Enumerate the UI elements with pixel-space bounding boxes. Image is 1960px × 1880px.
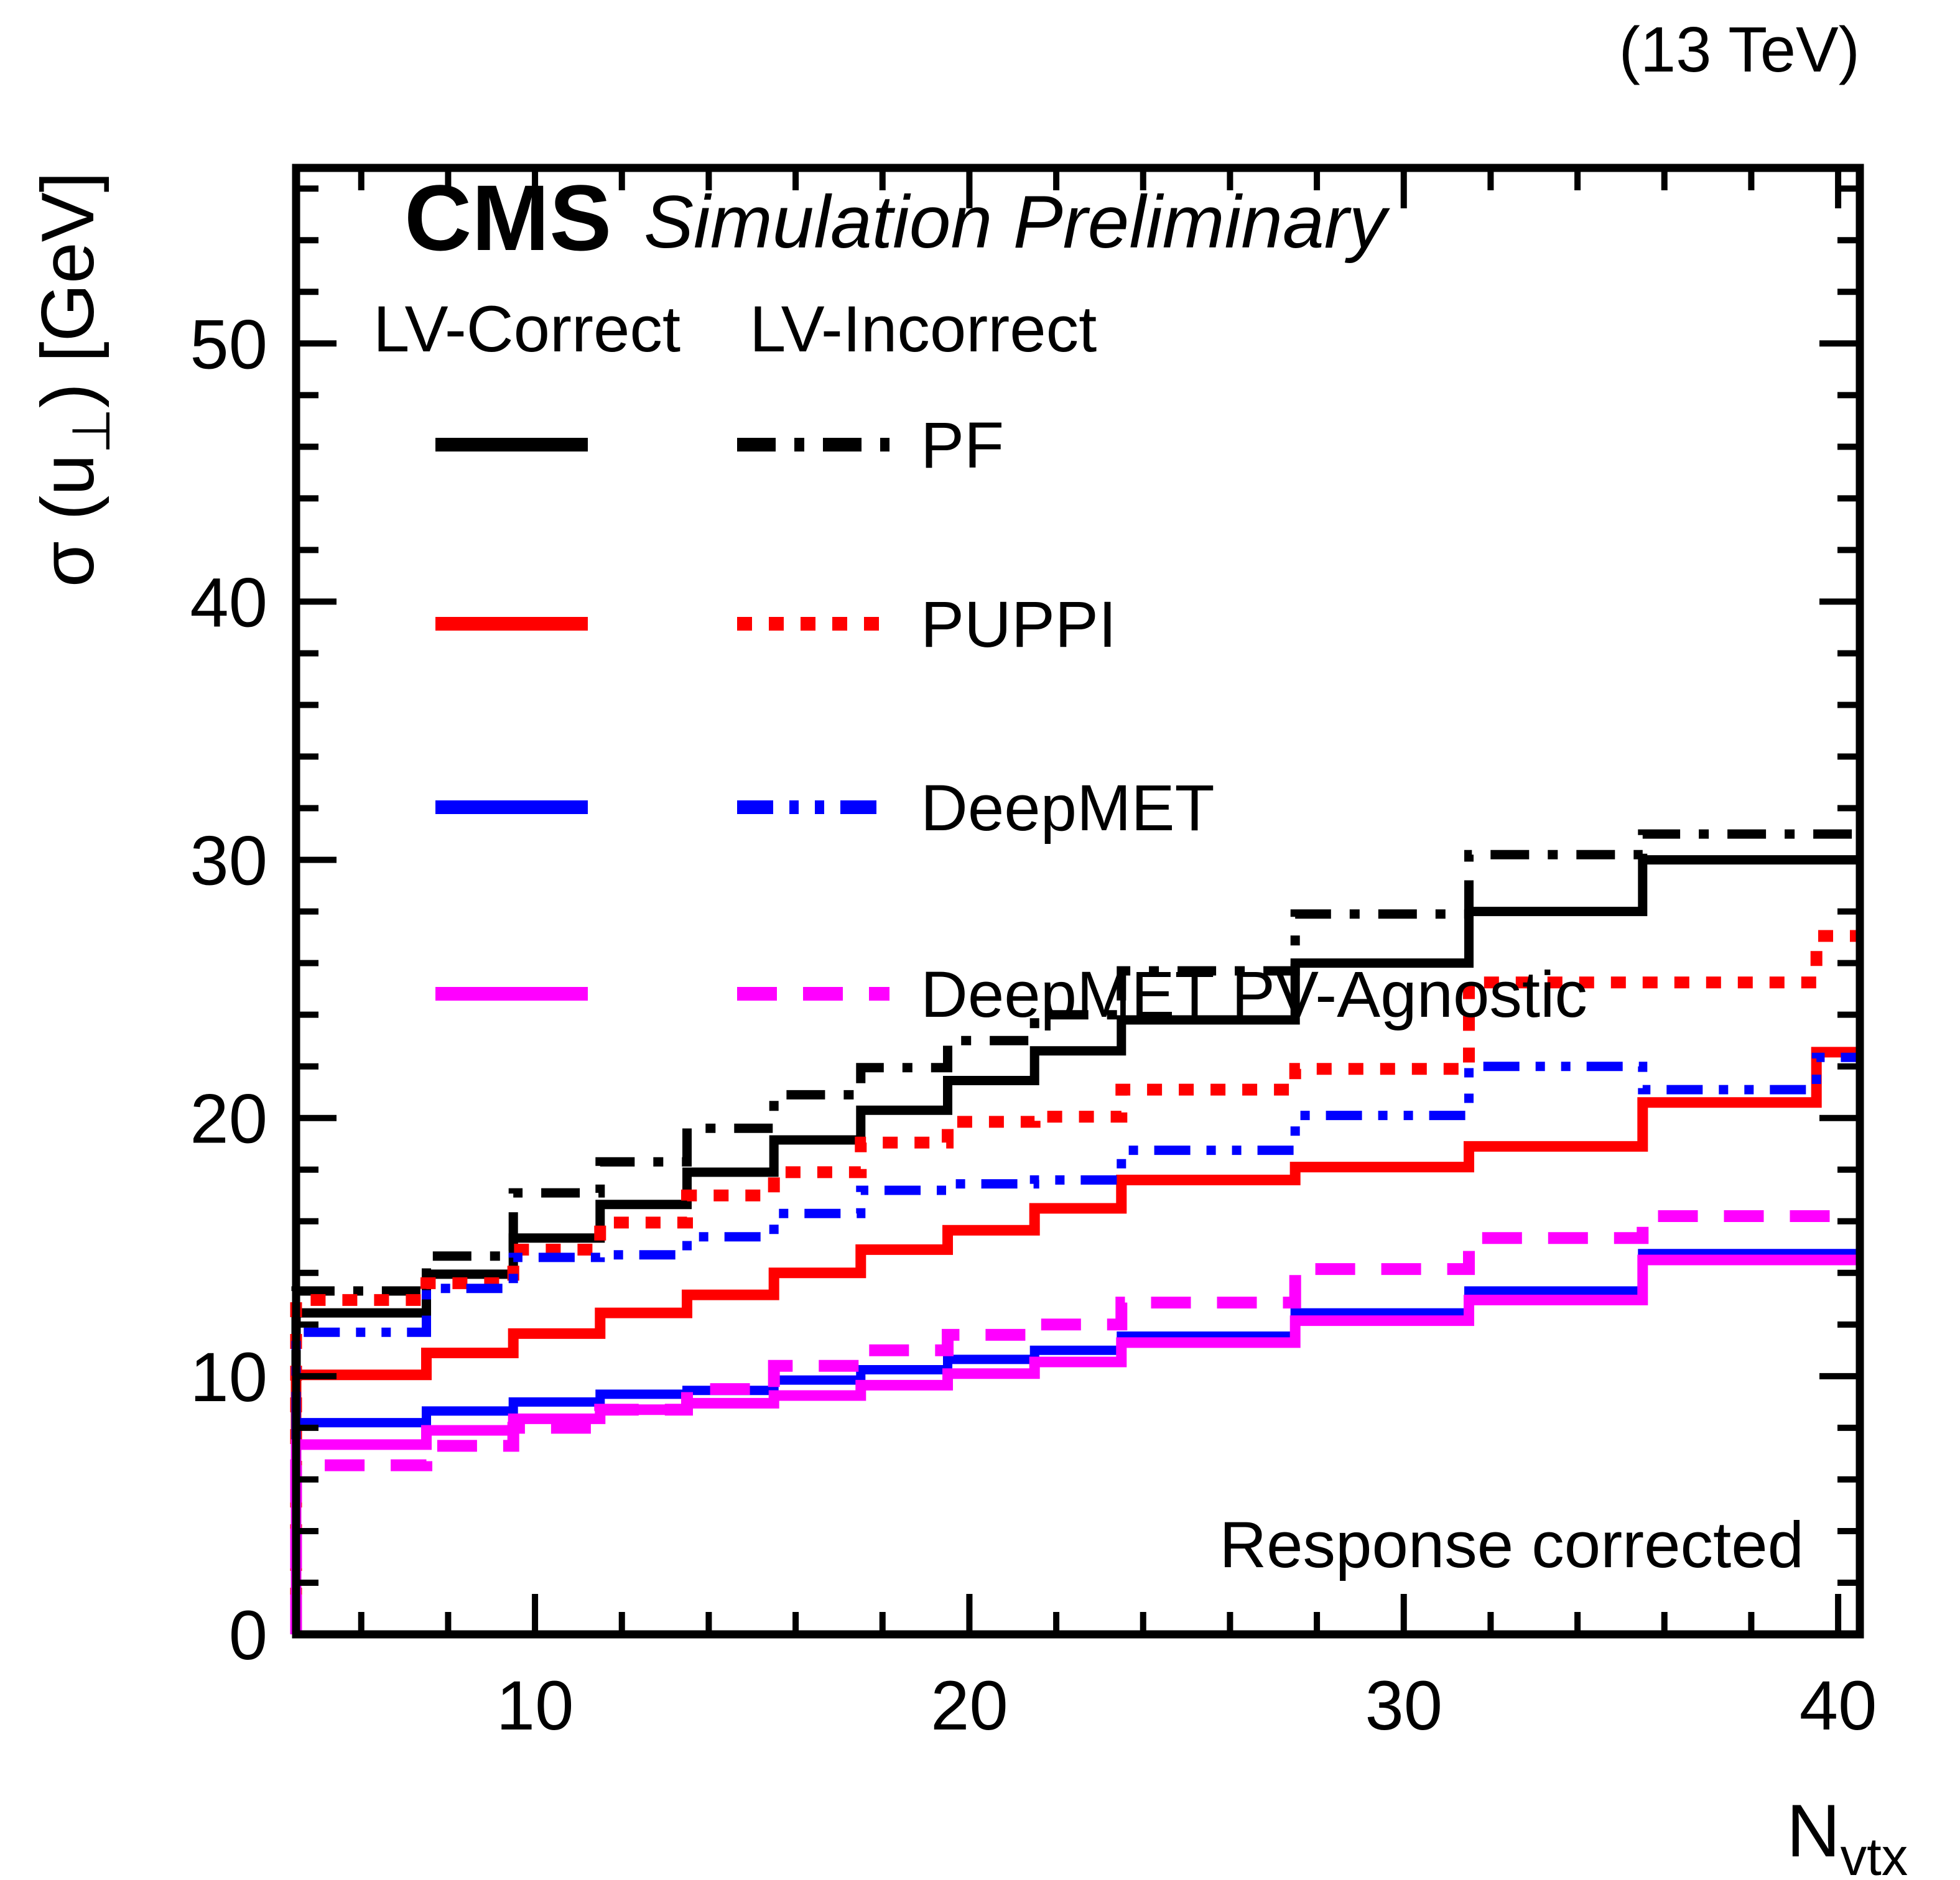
x-tick-label-30: 30 <box>1365 1667 1442 1744</box>
axes-frame <box>292 164 1864 1639</box>
legend-label-pf: PF <box>921 409 1004 482</box>
response-corrected-annotation: Response corrected <box>1219 1509 1804 1581</box>
y-tick-label-0: 0 <box>229 1596 267 1674</box>
cms-logo-label: CMS <box>404 165 611 270</box>
tick-labels-layer: 10 20 30 40 0 10 20 30 40 50 <box>190 305 1877 1744</box>
x-tick-label-10: 10 <box>496 1667 574 1744</box>
x-axis-title: Nvtx <box>1786 1789 1908 1880</box>
simulation-preliminary-label: Simulation Preliminary <box>644 180 1391 264</box>
plot-frame <box>292 164 1864 1639</box>
series-pf-lv-incorrect <box>291 829 1860 1634</box>
y-axis-title-pre: σ (u <box>26 454 109 587</box>
y-axis-title-post: ) [GeV] <box>26 172 109 408</box>
lumi-label: (13 TeV) <box>1619 14 1860 85</box>
series-deepmet-pv-agnostic-lv-incorrect <box>290 1210 1860 1634</box>
y-axis-title: σ (u⊥) [GeV] <box>26 172 121 587</box>
legend-label-deepmet-pv-agnostic: DeepMET PV-Agnostic <box>921 958 1587 1031</box>
series-puppi-lv-correct <box>290 1047 1860 1634</box>
series-puppi-lv-incorrect <box>290 930 1860 1634</box>
y-tick-label-10: 10 <box>190 1338 267 1416</box>
legend-label-deepmet: DeepMET <box>921 772 1215 845</box>
y-axis-title-sub: ⊥ <box>62 408 121 454</box>
legend-header-lv-correct: LV-Correct <box>373 293 680 366</box>
legend-header-lv-incorrect: LV-Incorrect <box>750 293 1097 366</box>
x-axis-title-main: N <box>1786 1789 1841 1873</box>
y-tick-label-20: 20 <box>190 1080 267 1158</box>
y-tick-label-30: 30 <box>190 822 267 900</box>
ticks-layer <box>296 168 1860 1637</box>
x-tick-label-40: 40 <box>1800 1667 1877 1744</box>
legend-samples-layer <box>435 438 889 1001</box>
y-tick-label-40: 40 <box>190 563 267 641</box>
x-tick-label-20: 20 <box>931 1667 1008 1744</box>
curves-layer <box>290 829 1860 1634</box>
x-axis-title-sub: vtx <box>1841 1828 1908 1880</box>
y-tick-label-50: 50 <box>190 305 267 383</box>
legend-label-puppi: PUPPI <box>921 588 1117 661</box>
